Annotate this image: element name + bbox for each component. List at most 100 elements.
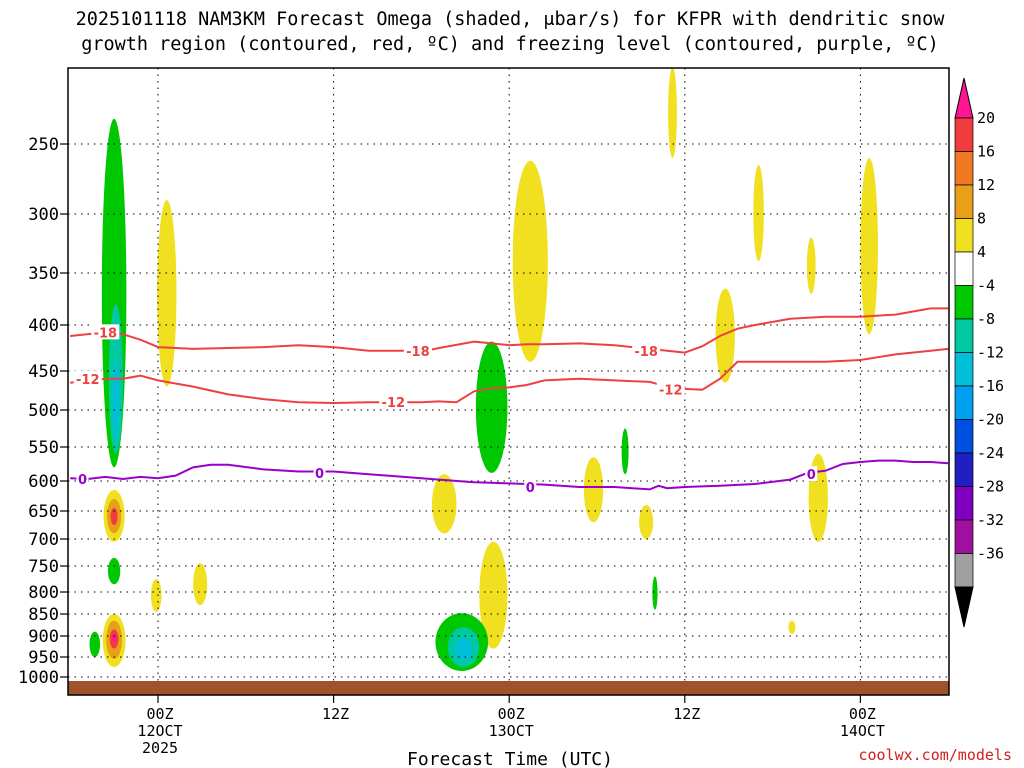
colorbar-swatch-2 [954, 151, 974, 186]
x-tick-label-3-1: 12Z [673, 705, 700, 723]
x-axis-label: Forecast Time (UTC) [407, 749, 613, 768]
colorbar-label-12: -32 [977, 511, 1004, 529]
colorbar-label-10: -24 [977, 444, 1004, 462]
y-tick-label-750: 750 [28, 557, 59, 577]
colorbar-swatch-12 [954, 486, 974, 521]
colorbar-top-arrow [954, 77, 974, 119]
x-tick-label-0-1: 00Z [146, 705, 173, 723]
colorbar-label-4: 4 [977, 243, 986, 261]
contour-label-bg-3 [73, 370, 102, 386]
contour-label-2: -18 [634, 345, 658, 360]
omega-area-28 [715, 288, 735, 383]
colorbar-swatch-1 [954, 117, 974, 152]
omega-area-24 [639, 505, 654, 539]
contour-label-0: -18 [94, 326, 118, 341]
x-tick-label-0-2: 12OCT [137, 722, 182, 740]
y-tick-label-650: 650 [28, 502, 59, 522]
y-tick-label-850: 850 [28, 605, 59, 625]
colorbar-swatch-5 [954, 251, 974, 286]
gridlines [68, 68, 949, 695]
y-tick-label-800: 800 [28, 583, 59, 603]
y-axis-ticks: 2503003504004505005506006507007508008509… [18, 135, 68, 688]
x-tick-label-0-3: 2025 [142, 739, 178, 757]
x-tick-label-2-2: 13OCT [489, 722, 534, 740]
omega-area-10 [112, 633, 116, 643]
y-tick-label-1000: 1000 [18, 668, 59, 688]
contour-labels: -18 -18 -18 -12 -12 -12 0 0 0 0 [73, 324, 818, 496]
colorbar-label-11: -28 [977, 478, 1004, 496]
contour-m18-line [70, 307, 949, 354]
omega-area-6 [107, 557, 121, 585]
contour-label-8: 0 [526, 481, 535, 496]
y-tick-label-400: 400 [28, 316, 59, 336]
contour-label-7: 0 [315, 467, 324, 482]
contour-label-bg-7 [313, 464, 326, 480]
colorbar-label-3: 8 [977, 210, 986, 228]
contour-label-bg-8 [524, 479, 537, 494]
colorbar-bottom-arrow [954, 586, 974, 628]
omega-area-30 [788, 620, 796, 634]
contour-label-1: -18 [406, 345, 430, 360]
plot-frame [67, 67, 950, 696]
x-tick-label-4-2: 14OCT [840, 722, 885, 740]
colorbar-label-2: 12 [977, 176, 995, 194]
colorbar-swatch-11 [954, 452, 974, 487]
omega-area-32 [860, 158, 878, 335]
omega-area-17 [479, 541, 508, 649]
colorbar-label-8: -16 [977, 377, 1004, 395]
colorbar-swatch-9 [954, 385, 974, 420]
contour-label-4: -12 [382, 396, 406, 411]
colorbar-swatch-13 [954, 519, 974, 554]
chart-title-line2: growth region (contoured, red, ºC) and f… [81, 34, 939, 55]
y-tick-label-450: 450 [28, 362, 59, 382]
y-tick-label-600: 600 [28, 472, 59, 492]
omega-area-22 [583, 457, 604, 523]
omega-area-23 [621, 428, 629, 475]
omega-area-27 [753, 165, 764, 262]
terrain-layer [68, 681, 949, 695]
omega-area-25 [652, 576, 658, 610]
colorbar-swatch-4 [954, 218, 974, 253]
y-tick-label-250: 250 [28, 135, 59, 155]
colorbar: 20 16 12 8 4 -4 -8 -12 -16 -20 -24 -28 -32 -36 [954, 77, 1004, 628]
contour-label-bg-4 [379, 394, 408, 410]
omega-area-20 [454, 638, 473, 661]
omega-area-11 [89, 631, 101, 657]
omega-area-2 [112, 361, 120, 440]
colorbar-label-13: -36 [977, 545, 1004, 563]
contour-label-bg-0 [91, 324, 120, 340]
contour-label-bg-2 [632, 342, 661, 358]
colorbar-swatch-10 [954, 419, 974, 454]
colorbar-swatch-6 [954, 285, 974, 320]
contour-layer [70, 307, 949, 491]
chart-title-line1: 2025101118 NAM3KM Forecast Omega (shaded… [76, 9, 946, 30]
colorbar-label-5: -4 [977, 277, 995, 295]
omega-area-14 [193, 563, 208, 606]
colorbar-label-9: -20 [977, 411, 1004, 429]
contour-label-6: 0 [78, 473, 87, 488]
y-tick-label-350: 350 [28, 264, 59, 284]
omega-area-26 [668, 68, 677, 158]
contour-0-line [70, 459, 949, 491]
credit-link[interactable]: coolwx.com/models [858, 746, 1012, 764]
omega-area-29 [806, 237, 816, 294]
y-tick-label-950: 950 [28, 648, 59, 668]
omega-area-16 [475, 341, 508, 473]
contour-label-5: -12 [659, 384, 683, 399]
terrain-band [68, 681, 949, 695]
y-tick-label-900: 900 [28, 627, 59, 647]
colorbar-label-0: 20 [977, 109, 995, 127]
colorbar-swatch-8 [954, 352, 974, 387]
y-tick-label-300: 300 [28, 205, 59, 225]
colorbar-swatch-7 [954, 318, 974, 353]
plot-area [68, 68, 949, 695]
omega-area-5 [110, 508, 118, 525]
x-tick-label-4-1: 00Z [849, 705, 876, 723]
omega-area-13 [150, 579, 162, 612]
y-tick-label-500: 500 [28, 401, 59, 421]
contour-label-bg-6 [76, 470, 89, 486]
contour-label-9: 0 [807, 468, 816, 483]
contour-label-3: -12 [76, 373, 100, 388]
